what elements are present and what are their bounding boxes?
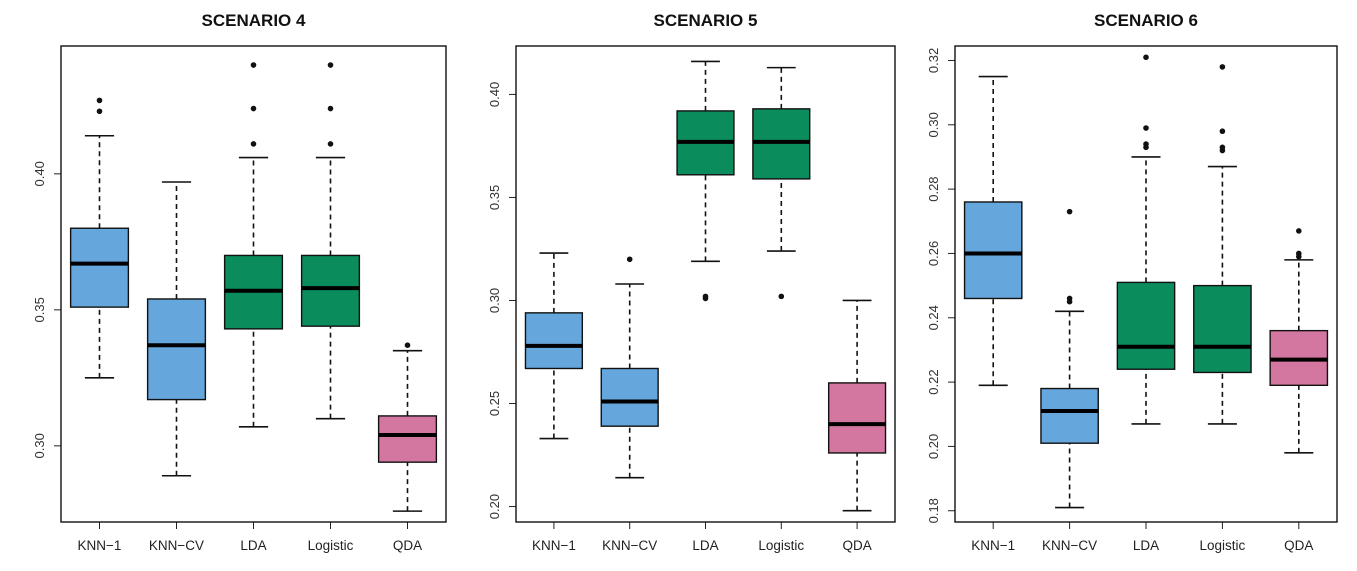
x-tick-label: Logistic (758, 538, 804, 553)
plot-frame (515, 45, 896, 523)
box-3 (676, 60, 735, 302)
x-tick-label: LDA (240, 538, 266, 553)
outlier-point (1066, 208, 1073, 215)
iqr-box (300, 254, 361, 327)
outlier-point (1296, 228, 1302, 234)
iqr-box (69, 227, 130, 308)
x-tick-label: KNN−CV (149, 538, 204, 553)
outlier-point (1143, 54, 1149, 61)
y-tick-label: 0.35 (487, 185, 502, 210)
y-tick-label: 0.40 (487, 82, 502, 107)
box-5 (377, 342, 438, 512)
x-tick-label: KNN−1 (78, 538, 122, 553)
outlier-point (702, 293, 709, 300)
iqr-box (1040, 387, 1099, 444)
iqr-box (963, 201, 1023, 300)
x-tick-label: KNN−1 (971, 538, 1015, 553)
iqr-box (1193, 284, 1252, 374)
outlier-point (250, 105, 257, 112)
y-tick-label: 0.25 (487, 391, 502, 416)
box-5 (827, 299, 887, 512)
outlier-point (1219, 144, 1226, 151)
outlier-point (778, 293, 785, 300)
x-tick-label: KNN−CV (602, 538, 657, 553)
y-tick-label: 0.24 (926, 305, 941, 330)
box-4 (300, 62, 361, 420)
outlier-point (1219, 128, 1226, 135)
outlier-point (327, 62, 334, 68)
y-tick-label: 0.35 (32, 297, 47, 322)
x-tick-label: LDA (1133, 538, 1159, 553)
x-tick-label: KNN−1 (532, 538, 576, 553)
box-2 (146, 181, 207, 477)
box-2 (600, 256, 659, 479)
outlier-point (1143, 141, 1149, 147)
x-tick-label: QDA (842, 538, 871, 553)
y-tick-label: 0.30 (926, 112, 941, 137)
y-tick-label: 0.40 (32, 161, 47, 186)
outlier-point (1296, 250, 1302, 257)
plot-frame (60, 45, 447, 523)
outlier-point (327, 105, 334, 112)
chart-title: SCENARIO 5 (654, 11, 758, 30)
iqr-box (827, 382, 887, 454)
outlier-point (96, 108, 103, 115)
y-tick-label: 0.20 (487, 494, 502, 519)
outlier-point (1219, 64, 1226, 70)
iqr-box (524, 312, 584, 370)
chart-title: SCENARIO 4 (202, 11, 306, 30)
chart-panel-1: SCENARIO 4 0.30 0.35 0.40 KNN−1 KNN−CV LDA Logi… (32, 11, 447, 553)
x-tick-label: Logistic (308, 538, 354, 553)
y-tick-label: 0.26 (926, 241, 941, 266)
iqr-box (1116, 281, 1176, 370)
chart-panel-2: SCENARIO 5 0.20 0.25 0.30 0.35 0.40 KNN−1 KNN−C… (487, 11, 896, 553)
box-4 (752, 66, 811, 300)
y-tick-label: 0.30 (487, 288, 502, 313)
box-4 (1193, 64, 1252, 425)
x-tick-label: Logistic (1200, 538, 1246, 553)
iqr-box (377, 415, 438, 463)
chart-title: SCENARIO 6 (1094, 11, 1198, 30)
y-tick-label: 0.22 (926, 369, 941, 394)
plot-frame (954, 45, 1338, 523)
iqr-box (146, 298, 207, 401)
outlier-point (404, 342, 411, 349)
x-tick-label: QDA (1284, 538, 1313, 553)
y-tick-label: 0.30 (32, 433, 47, 458)
y-tick-label: 0.20 (926, 434, 941, 459)
box-3 (223, 62, 284, 428)
box-2 (1040, 208, 1099, 509)
x-tick-label: LDA (692, 538, 718, 553)
outlier-point (250, 62, 257, 68)
iqr-box (600, 367, 659, 427)
y-tick-label: 0.18 (926, 498, 941, 523)
x-tick-label: QDA (393, 538, 422, 553)
box-1 (524, 252, 584, 440)
outlier-point (96, 97, 103, 104)
box-3 (1116, 54, 1176, 425)
y-tick-label: 0.28 (926, 176, 941, 201)
x-tick-label: KNN−CV (1042, 538, 1097, 553)
outlier-point (327, 141, 334, 147)
outlier-point (250, 141, 257, 147)
outlier-point (1143, 125, 1149, 131)
iqr-box (752, 108, 811, 180)
y-tick-label: 0.32 (926, 48, 941, 73)
box-1 (69, 97, 130, 379)
outlier-point (1066, 295, 1073, 302)
box-1 (963, 75, 1023, 387)
box-5 (1269, 228, 1329, 454)
outlier-point (626, 256, 633, 263)
chart-panel-3: SCENARIO 6 0.18 0.20 0.22 0.24 0.26 0.28 0.30 0.… (926, 11, 1338, 553)
